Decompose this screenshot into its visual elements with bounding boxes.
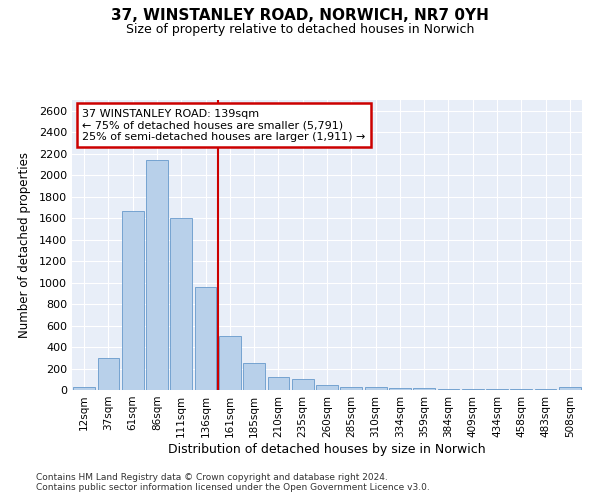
Bar <box>559 388 581 390</box>
Text: Distribution of detached houses by size in Norwich: Distribution of detached houses by size … <box>168 442 486 456</box>
Bar <box>268 377 289 390</box>
Text: 37, WINSTANLEY ROAD, NORWICH, NR7 0YH: 37, WINSTANLEY ROAD, NORWICH, NR7 0YH <box>111 8 489 22</box>
Bar <box>97 358 119 390</box>
Bar <box>243 363 265 390</box>
Bar <box>194 287 217 390</box>
Bar <box>170 218 192 390</box>
Bar <box>219 336 241 390</box>
Bar <box>73 388 95 390</box>
Text: Contains HM Land Registry data © Crown copyright and database right 2024.: Contains HM Land Registry data © Crown c… <box>36 472 388 482</box>
Text: 37 WINSTANLEY ROAD: 139sqm
← 75% of detached houses are smaller (5,791)
25% of s: 37 WINSTANLEY ROAD: 139sqm ← 75% of deta… <box>82 108 365 142</box>
Y-axis label: Number of detached properties: Number of detached properties <box>17 152 31 338</box>
Text: Size of property relative to detached houses in Norwich: Size of property relative to detached ho… <box>126 22 474 36</box>
Bar <box>122 210 143 390</box>
Bar <box>462 389 484 390</box>
Bar <box>413 388 435 390</box>
Bar <box>146 160 168 390</box>
Bar <box>292 380 314 390</box>
Bar <box>365 388 386 390</box>
Text: Contains public sector information licensed under the Open Government Licence v3: Contains public sector information licen… <box>36 484 430 492</box>
Bar <box>340 387 362 390</box>
Bar <box>486 389 508 390</box>
Bar <box>389 388 411 390</box>
Bar <box>437 389 460 390</box>
Bar <box>316 384 338 390</box>
